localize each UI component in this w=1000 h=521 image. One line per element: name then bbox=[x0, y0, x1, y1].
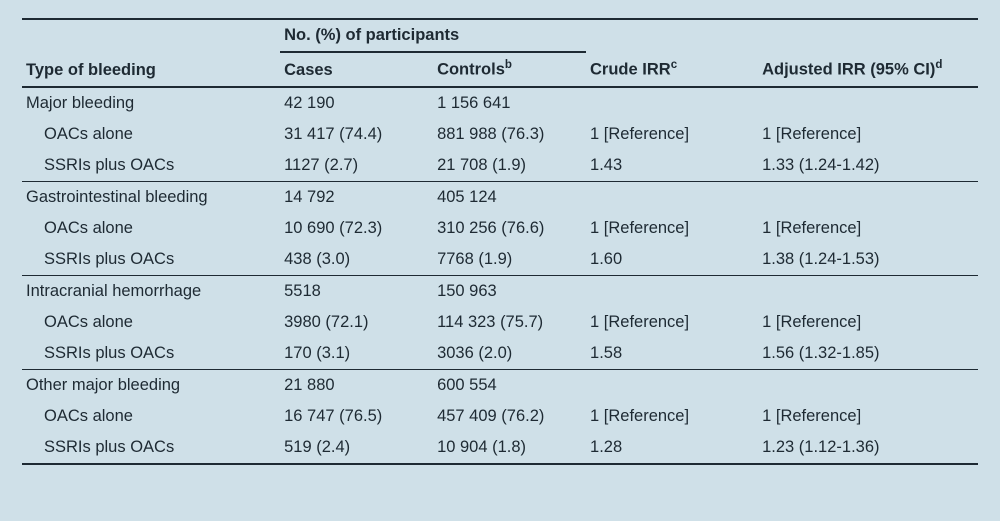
participants-span-header: No. (%) of participants bbox=[280, 19, 586, 52]
row-controls: 881 988 (76.3) bbox=[433, 119, 586, 150]
col-header-controls: Controlsb bbox=[433, 52, 586, 87]
table-row: OACs alone 31 417 (74.4) 881 988 (76.3) … bbox=[22, 119, 978, 150]
section-title: Other major bleeding bbox=[22, 369, 280, 401]
row-adj: 1.23 (1.12-1.36) bbox=[758, 432, 978, 464]
controls-total: 405 124 bbox=[433, 181, 586, 213]
row-crude: 1.28 bbox=[586, 432, 758, 464]
row-cases: 31 417 (74.4) bbox=[280, 119, 433, 150]
row-adj: 1 [Reference] bbox=[758, 307, 978, 338]
row-cases: 519 (2.4) bbox=[280, 432, 433, 464]
row-cases: 16 747 (76.5) bbox=[280, 401, 433, 432]
row-controls: 310 256 (76.6) bbox=[433, 213, 586, 244]
row-label: OACs alone bbox=[22, 213, 280, 244]
col-header-adjusted-irr: Adjusted IRR (95% CI)d bbox=[758, 52, 978, 87]
row-adj: 1 [Reference] bbox=[758, 213, 978, 244]
section-title: Major bleeding bbox=[22, 87, 280, 119]
row-label: OACs alone bbox=[22, 119, 280, 150]
row-controls: 3036 (2.0) bbox=[433, 338, 586, 370]
row-crude: 1 [Reference] bbox=[586, 213, 758, 244]
row-cases: 1127 (2.7) bbox=[280, 150, 433, 182]
row-controls: 114 323 (75.7) bbox=[433, 307, 586, 338]
row-label: OACs alone bbox=[22, 401, 280, 432]
row-cases: 3980 (72.1) bbox=[280, 307, 433, 338]
row-crude: 1.60 bbox=[586, 244, 758, 276]
section-title: Gastrointestinal bleeding bbox=[22, 181, 280, 213]
row-crude: 1 [Reference] bbox=[586, 307, 758, 338]
row-adj: 1.56 (1.32-1.85) bbox=[758, 338, 978, 370]
row-label: OACs alone bbox=[22, 307, 280, 338]
row-cases: 438 (3.0) bbox=[280, 244, 433, 276]
row-crude: 1 [Reference] bbox=[586, 119, 758, 150]
section-title: Intracranial hemorrhage bbox=[22, 275, 280, 307]
row-crude: 1.43 bbox=[586, 150, 758, 182]
row-cases: 10 690 (72.3) bbox=[280, 213, 433, 244]
col-header-type: Type of bleeding bbox=[22, 52, 280, 87]
cases-total: 14 792 bbox=[280, 181, 433, 213]
controls-total: 1 156 641 bbox=[433, 87, 586, 119]
row-controls: 457 409 (76.2) bbox=[433, 401, 586, 432]
section-header-row: Other major bleeding 21 880 600 554 bbox=[22, 369, 978, 401]
table-row: OACs alone 10 690 (72.3) 310 256 (76.6) … bbox=[22, 213, 978, 244]
table-body: Major bleeding 42 190 1 156 641 OACs alo… bbox=[22, 87, 978, 464]
cases-total: 5518 bbox=[280, 275, 433, 307]
row-adj: 1.33 (1.24-1.42) bbox=[758, 150, 978, 182]
bleeding-table: No. (%) of participants Type of bleeding… bbox=[22, 18, 978, 465]
table-row: SSRIs plus OACs 170 (3.1) 3036 (2.0) 1.5… bbox=[22, 338, 978, 370]
col-header-crude-irr: Crude IRRc bbox=[586, 52, 758, 87]
row-label: SSRIs plus OACs bbox=[22, 150, 280, 182]
col-header-cases: Cases bbox=[280, 52, 433, 87]
section-header-row: Gastrointestinal bleeding 14 792 405 124 bbox=[22, 181, 978, 213]
row-adj: 1 [Reference] bbox=[758, 401, 978, 432]
row-crude: 1.58 bbox=[586, 338, 758, 370]
table-row: OACs alone 3980 (72.1) 114 323 (75.7) 1 … bbox=[22, 307, 978, 338]
controls-total: 600 554 bbox=[433, 369, 586, 401]
section-header-row: Intracranial hemorrhage 5518 150 963 bbox=[22, 275, 978, 307]
table-row: OACs alone 16 747 (76.5) 457 409 (76.2) … bbox=[22, 401, 978, 432]
row-controls: 21 708 (1.9) bbox=[433, 150, 586, 182]
table-row: SSRIs plus OACs 438 (3.0) 7768 (1.9) 1.6… bbox=[22, 244, 978, 276]
row-adj: 1 [Reference] bbox=[758, 119, 978, 150]
table-header: No. (%) of participants Type of bleeding… bbox=[22, 19, 978, 87]
section-header-row: Major bleeding 42 190 1 156 641 bbox=[22, 87, 978, 119]
cases-total: 42 190 bbox=[280, 87, 433, 119]
row-cases: 170 (3.1) bbox=[280, 338, 433, 370]
cases-total: 21 880 bbox=[280, 369, 433, 401]
row-label: SSRIs plus OACs bbox=[22, 338, 280, 370]
table-row: SSRIs plus OACs 519 (2.4) 10 904 (1.8) 1… bbox=[22, 432, 978, 464]
controls-total: 150 963 bbox=[433, 275, 586, 307]
row-label: SSRIs plus OACs bbox=[22, 432, 280, 464]
row-label: SSRIs plus OACs bbox=[22, 244, 280, 276]
row-controls: 7768 (1.9) bbox=[433, 244, 586, 276]
row-controls: 10 904 (1.8) bbox=[433, 432, 586, 464]
row-adj: 1.38 (1.24-1.53) bbox=[758, 244, 978, 276]
table-row: SSRIs plus OACs 1127 (2.7) 21 708 (1.9) … bbox=[22, 150, 978, 182]
row-crude: 1 [Reference] bbox=[586, 401, 758, 432]
